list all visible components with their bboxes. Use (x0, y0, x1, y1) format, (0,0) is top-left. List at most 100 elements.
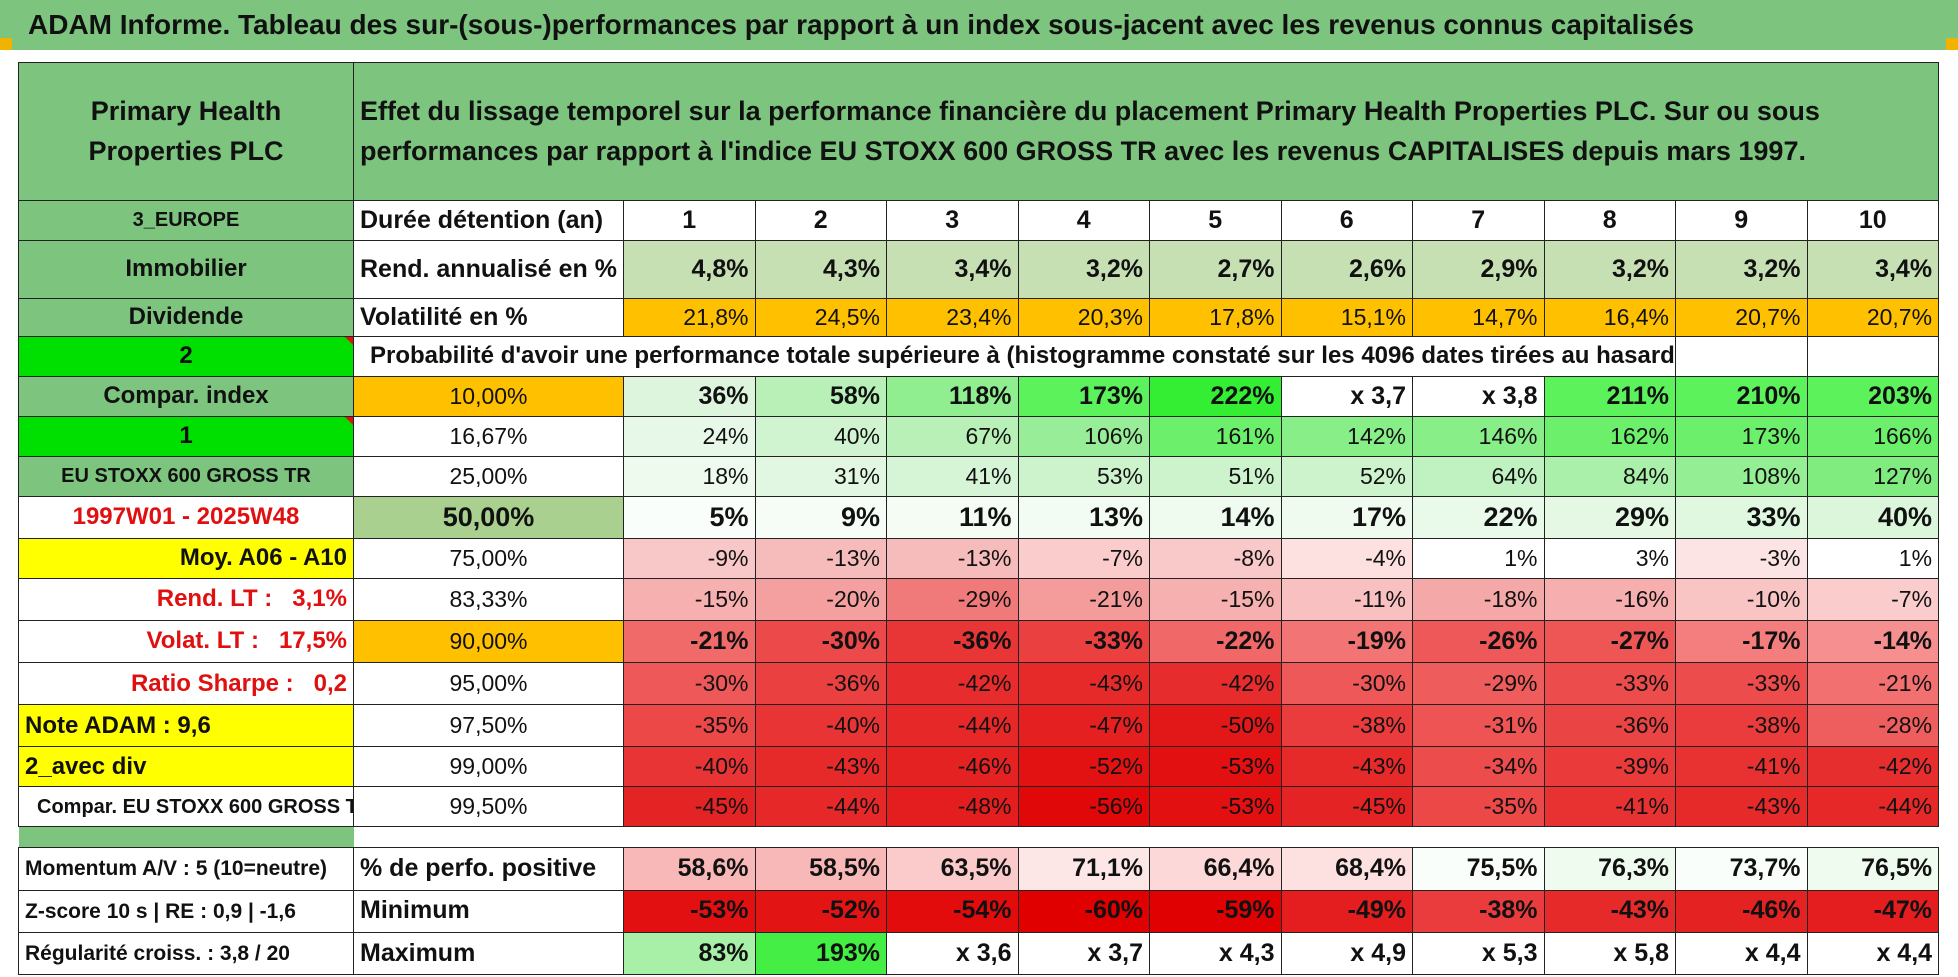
percentile-cell: -53% (1149, 746, 1282, 788)
percentile-cell: -4% (1280, 537, 1413, 579)
percentile-cell: 3% (1543, 537, 1676, 579)
year-header: 3 (886, 199, 1019, 241)
rend-cell: 4,3% (754, 239, 887, 299)
percentile-cell: 41% (886, 455, 1019, 497)
percentile-cell: -36% (886, 620, 1019, 664)
percentile-cell: -53% (1149, 786, 1282, 828)
maximum-cell: x 4,3 (1149, 931, 1282, 976)
percentile-cell: 203% (1806, 375, 1940, 417)
percentile-row: Ratio Sharpe : 0,2 95,00% -30% -36% -42%… (18, 662, 1940, 706)
corner-marker-right (1946, 38, 1958, 50)
percentile-cell: 161% (1149, 415, 1282, 457)
positive-cell: 66,4% (1149, 847, 1282, 891)
percentile-cell: -21% (1806, 662, 1940, 706)
company-name: Primary Health Properties PLC (18, 62, 354, 201)
rend-label: Rend. annualisé en % (353, 239, 624, 299)
percentile-cell: -30% (623, 662, 756, 706)
percentile-label: 10,00% (353, 375, 624, 417)
percentile-cell: -43% (1675, 786, 1808, 828)
volat-label: Volatilité en % (353, 297, 624, 337)
percentile-cell: -36% (754, 662, 887, 706)
percentile-cell: 13% (1017, 495, 1150, 539)
selector-one[interactable]: 1 (18, 415, 354, 457)
rend-cell: 3,2% (1017, 239, 1150, 299)
regularite-label: Régularité croiss. : 3,8 / 20 (18, 931, 354, 976)
header-description: Effet du lissage temporel sur la perform… (352, 62, 1940, 201)
year-header: 9 (1675, 199, 1808, 241)
percentile-cell: 29% (1543, 495, 1676, 539)
volat-lt-label: Volat. LT : 17,5% (18, 620, 354, 664)
percentile-cell: -29% (1412, 662, 1545, 706)
positive-cell: 73,7% (1675, 847, 1808, 891)
percentile-row: 2_avec div 99,00% -40% -43% -46% -52% -5… (18, 746, 1940, 788)
percentile-cell: -13% (754, 537, 887, 579)
year-header: 6 (1280, 199, 1413, 241)
percentile-cell: -17% (1675, 620, 1808, 664)
minimum-cell: -43% (1543, 889, 1676, 933)
percentile-cell: 222% (1149, 375, 1282, 417)
percentile-cell: -20% (754, 577, 887, 622)
percentile-cell: -21% (623, 620, 756, 664)
corner-marker-left (0, 38, 12, 50)
percentile-cell: -34% (1412, 746, 1545, 788)
percentile-cell: 64% (1412, 455, 1545, 497)
percentile-row: Moy. A06 - A10 75,00% -9% -13% -13% -7% … (18, 537, 1940, 579)
percentile-cell: -41% (1543, 786, 1676, 828)
percentile-cell: 106% (1017, 415, 1150, 457)
rend-cell: 4,8% (623, 239, 756, 299)
percentile-cell: 84% (1543, 455, 1676, 497)
percentile-cell: -33% (1017, 620, 1150, 664)
compar-index-label: Compar. index (18, 375, 354, 417)
rend-cell: 3,2% (1543, 239, 1676, 299)
percentile-cell: 210% (1675, 375, 1808, 417)
percentile-cell: -42% (1806, 746, 1940, 788)
percentile-cell: -46% (886, 746, 1019, 788)
percentile-cell: -22% (1149, 620, 1282, 664)
percentile-cell: x 3,7 (1280, 375, 1413, 417)
div-label: 2_avec div (18, 746, 354, 788)
volat-cell: 14,7% (1412, 297, 1545, 337)
percentile-cell: 108% (1675, 455, 1808, 497)
percentile-cell: -10% (1675, 577, 1808, 622)
percentile-cell: 14% (1149, 495, 1282, 539)
positive-label: % de perfo. positive (353, 847, 624, 891)
moy-label: Moy. A06 - A10 (18, 537, 354, 579)
years-row: 3_EUROPE Durée détention (an) 1 2 3 4 5 … (18, 199, 1940, 241)
percentile-row: Compar. EU STOXX 600 GROSS TR 99,50% -45… (18, 786, 1940, 828)
maximum-cell: x 4,4 (1675, 931, 1808, 976)
selector-two[interactable]: 2 (18, 335, 354, 377)
rend-cell: 2,7% (1149, 239, 1282, 299)
rend-cell: 3,4% (886, 239, 1019, 299)
percentile-cell: 146% (1412, 415, 1545, 457)
probability-label: Probabilité d'avoir une performance tota… (353, 335, 1676, 377)
minimum-cell: -46% (1675, 889, 1808, 933)
percentile-cell: -56% (1017, 786, 1150, 828)
percentile-cell: -39% (1543, 746, 1676, 788)
percentile-cell: -40% (623, 746, 756, 788)
percentile-cell: 173% (1017, 375, 1150, 417)
positive-cell: 75,5% (1412, 847, 1545, 891)
sharpe-label: Ratio Sharpe : 0,2 (18, 662, 354, 706)
minimum-row: Z-score 10 s | RE : 0,9 | -1,6 Minimum -… (18, 889, 1940, 933)
percentile-row: Rend. LT : 3,1% 83,33% -15% -20% -29% -2… (18, 577, 1940, 622)
minimum-cell: -38% (1412, 889, 1545, 933)
percentile-cell: -42% (886, 662, 1019, 706)
year-header: 2 (754, 199, 887, 241)
percentile-cell: -15% (1149, 577, 1282, 622)
percentile-cell: 51% (1149, 455, 1282, 497)
probability-row: 2 Probabilité d'avoir une performance to… (18, 335, 1940, 377)
rend-cell: 2,6% (1280, 239, 1413, 299)
volat-cell: 20,7% (1675, 297, 1808, 337)
percentile-cell: -15% (623, 577, 756, 622)
percentile-label: 99,00% (353, 746, 624, 788)
positive-cell: 58,5% (754, 847, 887, 891)
year-header: 5 (1149, 199, 1282, 241)
maximum-cell: x 4,9 (1280, 931, 1413, 976)
separator-cell (18, 826, 354, 849)
percentile-cell: 118% (886, 375, 1019, 417)
percentile-row: Note ADAM : 9,6 97,50% -35% -40% -44% -4… (18, 704, 1940, 748)
percentile-cell: 1% (1806, 537, 1940, 579)
percentile-cell: 11% (886, 495, 1019, 539)
percentile-cell: -33% (1675, 662, 1808, 706)
percentile-cell: 24% (623, 415, 756, 457)
